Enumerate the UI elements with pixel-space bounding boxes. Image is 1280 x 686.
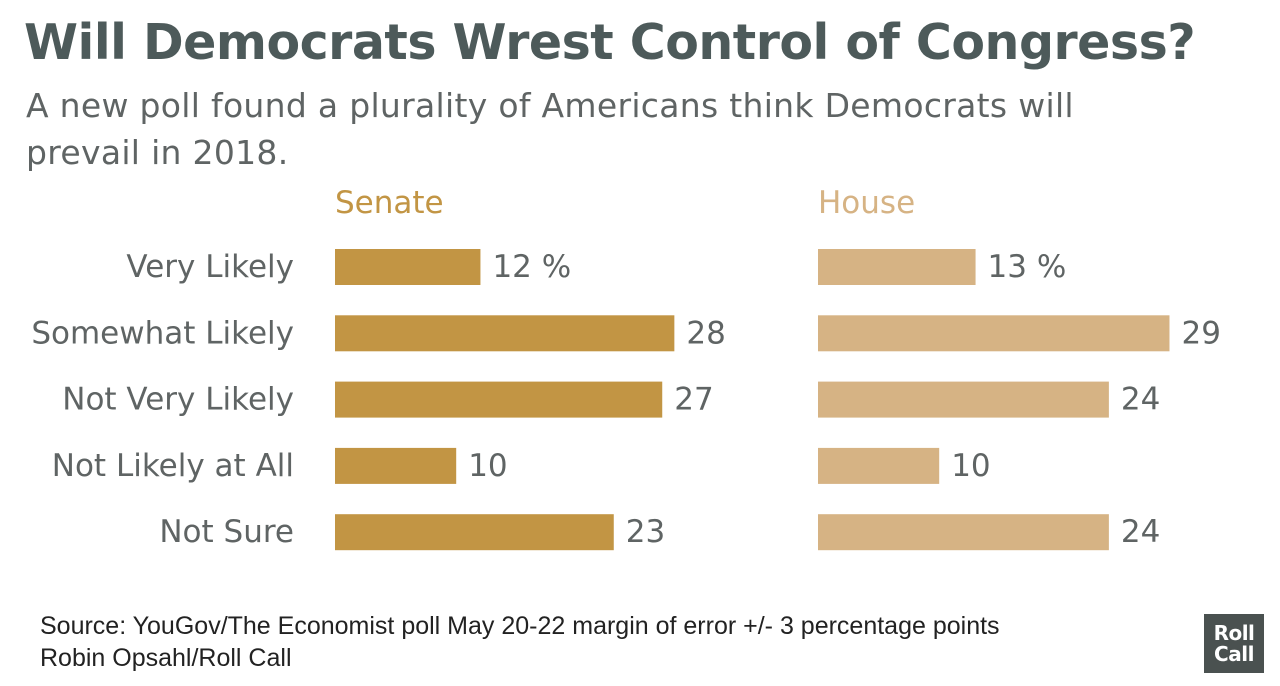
data-label: 12 %: [492, 249, 571, 285]
data-label: 29: [1181, 315, 1220, 351]
data-label: 27: [674, 382, 713, 418]
bar: [818, 249, 976, 285]
logo-line-2: Call: [1214, 641, 1254, 666]
category-label: Somewhat Likely: [31, 315, 294, 351]
category-label: Not Sure: [159, 514, 294, 550]
category-label: Not Likely at All: [52, 448, 294, 484]
data-label: 10: [951, 448, 990, 484]
chart-title: Will Democrats Wrest Control of Congress…: [24, 14, 1196, 71]
bar: [335, 447, 457, 484]
data-label: 23: [626, 514, 665, 550]
series-title: House: [818, 185, 915, 221]
series-title: Senate: [335, 185, 444, 221]
source-note: Source: YouGov/The Economist poll May 20…: [40, 610, 1000, 674]
source-line: Source: YouGov/The Economist poll May 20…: [40, 612, 1000, 640]
bar-chart: Very Likely Somewhat Likely Not Very Likel…: [31, 185, 1221, 551]
bar: [335, 315, 675, 352]
bar: [818, 514, 1109, 551]
category-label: Not Very Likely: [62, 382, 294, 418]
category-label: Very Likely: [126, 249, 294, 285]
bar: [818, 381, 1109, 418]
data-label: 13 %: [988, 249, 1067, 285]
bar: [818, 315, 1170, 352]
data-label: 24: [1121, 382, 1160, 418]
data-label: 24: [1121, 514, 1160, 550]
bar: [335, 249, 481, 285]
credit-line: Robin Opsahl/Roll Call: [40, 644, 292, 672]
bar: [818, 447, 940, 484]
bar: [335, 381, 663, 418]
logo-line-1: Roll: [1213, 620, 1255, 645]
roll-call-logo: Roll Call: [1204, 614, 1264, 673]
bar: [335, 514, 614, 551]
data-label: 28: [686, 315, 725, 351]
chart-subtitle: A new poll found a plurality of American…: [26, 86, 1074, 172]
data-label: 10: [468, 448, 507, 484]
